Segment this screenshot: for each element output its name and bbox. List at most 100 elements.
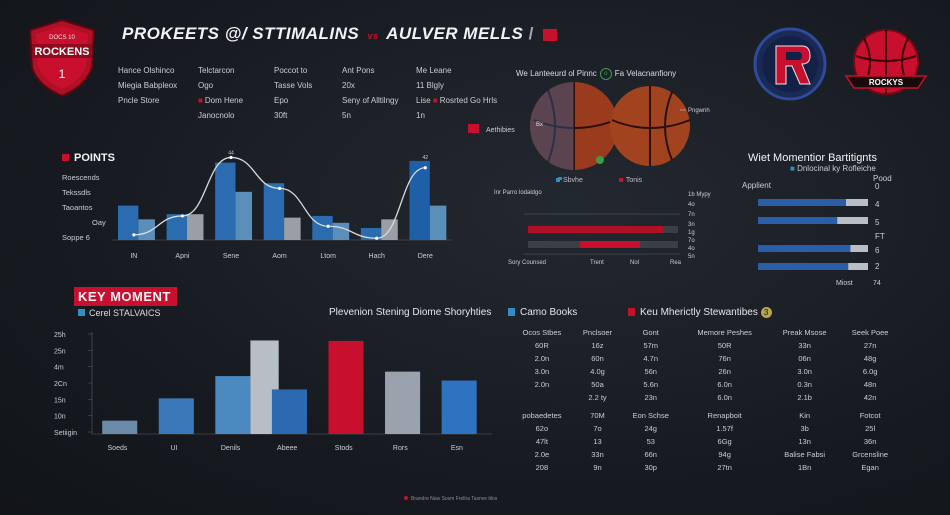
bar <box>385 371 421 434</box>
momentum-bar <box>758 199 846 206</box>
x-label: Sory Counsed <box>508 260 546 266</box>
table-cell: 33n <box>591 450 604 459</box>
table-cell: 6.0n <box>717 393 732 402</box>
trend-point <box>229 155 233 160</box>
points-row-labels: Roescends Tekssdls Taoantos Oay Soppe 6 <box>62 173 106 242</box>
x-tick-label: Denils <box>221 445 241 452</box>
x-label: Trent <box>590 260 604 266</box>
table-cell: 7o <box>593 424 602 433</box>
table-row: 60R 16z 57m 50R 33n 27n <box>510 339 900 352</box>
rockys-ball-logo: ROCKYS <box>844 29 928 95</box>
table-row: 62o 7o 24g 1.57f 3b 25l <box>510 422 900 435</box>
right-label: 4o <box>688 246 695 252</box>
table-row: 2.0n 50a 5.6n 6.0n 0.3n 48n <box>510 378 900 391</box>
ball-left-label: Aethibies <box>486 127 515 134</box>
momentum-value: 0 <box>875 183 880 191</box>
bar-main <box>118 205 139 240</box>
table-cell: 48g <box>863 354 877 363</box>
table-cell <box>510 391 574 404</box>
right-label: 5n <box>688 254 695 260</box>
momentum-bar <box>758 245 851 252</box>
y-tick-label: 25n <box>54 348 66 355</box>
points-chart: IN Apni Sene Aom Ltom Hach Dere 44 42 <box>112 150 452 260</box>
bar-secondary <box>332 222 350 240</box>
table-row: pobaedetes 70M Eon Schse Renapboit Kin Fotcot <box>510 404 900 422</box>
table-cell: 60R <box>535 341 549 350</box>
table-cell: 6Gg <box>717 437 732 446</box>
key-moment-subtitle: Cerel STALVAICS <box>78 308 161 318</box>
x-tick-label: UI <box>171 445 178 452</box>
table-row: 3.0n 4.0g 56n 26n 3.0n 6.0g <box>510 365 900 378</box>
x-tick-label: Sene <box>223 253 239 260</box>
table-row: 47lt 13 53 6Gg 13n 36n <box>510 435 900 448</box>
y-tick-label: 4m <box>54 365 64 372</box>
x-label: Rea <box>670 260 682 266</box>
y-tick-label: 10n <box>54 414 66 421</box>
logo-text: ROCKENS <box>34 46 89 58</box>
bar-highlight <box>328 340 364 434</box>
title-vs: vs <box>367 31 379 41</box>
page-title: PROKEETS @/ STTIMALINS vs AULVER MELLS / <box>122 24 558 44</box>
momentum-footer: Miost <box>836 280 853 287</box>
right-label: 7o <box>688 238 695 244</box>
momentum-bar-rest <box>846 199 868 206</box>
momentum-value: FT <box>875 232 885 241</box>
section-title-2: Camo Books <box>508 307 577 318</box>
red-square-icon <box>628 308 635 317</box>
table-cell: 62o <box>535 424 549 433</box>
table-cell: 4.0g <box>590 367 605 376</box>
square-icon: ■ <box>198 96 203 105</box>
momentum-bar <box>758 217 838 224</box>
table-row: Ocos Stbes Pnclsoer Gont Memore Peshes Preak… <box>510 326 900 339</box>
key-moment-chart: Setiigin 10n 15n 2Cn 4m 25n 25h Soeds UI Denils Ab… <box>54 332 492 452</box>
momentum-value: 2 <box>875 262 880 271</box>
momentum-value: 6 <box>875 246 880 255</box>
table-cell: 53 <box>646 437 655 446</box>
bar-secondary <box>284 217 301 240</box>
table-cell: 2.2 ty <box>588 393 607 402</box>
red-flag-icon <box>543 28 558 41</box>
table-cell: 25l <box>865 424 876 433</box>
info-cell: Tasse Vols <box>274 81 313 90</box>
right-label: 3n <box>688 222 695 228</box>
info-cell: Telctarcon <box>198 66 235 75</box>
table-cell: 3b <box>800 424 809 433</box>
bar-value <box>528 226 663 233</box>
bar-main <box>215 162 236 240</box>
y-tick-label: Setiigin <box>54 430 77 437</box>
y-tick-label: 15n <box>54 397 66 404</box>
bar <box>102 420 138 434</box>
info-cell: ■ Dom Hene <box>198 96 244 105</box>
x-tick-label: Ltom <box>320 253 336 260</box>
table-cell: 36n <box>863 437 877 446</box>
table-cell: Balise Fabsi <box>784 450 826 459</box>
legend-swatch <box>556 178 560 182</box>
x-tick-label: Rors <box>393 445 408 452</box>
table-row: 2.0e 33n 66n 94g Balise Fabsi Grcensline <box>510 448 900 461</box>
table-cell: 4.7n <box>643 354 659 363</box>
bar-secondary <box>429 205 447 240</box>
bar-main <box>312 215 333 240</box>
bar <box>441 380 477 434</box>
x-tick-label: Esn <box>451 445 463 452</box>
table-cell: 13 <box>593 437 602 446</box>
table-cell: 50a <box>591 380 604 389</box>
momentum-bar-chart: 0 4 5 FT 6 2 Miost 74 <box>758 183 885 287</box>
trend-point <box>326 224 330 228</box>
info-cell: Epo <box>274 96 289 105</box>
momentum-footer-value: 74 <box>873 280 881 287</box>
red-square-icon <box>62 154 69 161</box>
ball-inner-label: Bx <box>536 122 543 128</box>
x-tick-label: IN <box>130 253 137 260</box>
bar <box>271 389 307 434</box>
table-cell: 6.0g <box>862 367 878 376</box>
section-title-3: Keu Mherictly Stewantibes 3 <box>628 307 772 318</box>
info-cell <box>118 111 198 120</box>
table-cell: 48n <box>863 380 877 389</box>
x-tick-label: Soeds <box>108 445 128 452</box>
info-cell: Poccot to <box>274 66 308 75</box>
table-cell: Preak Msose <box>782 328 827 337</box>
bar-main <box>166 214 187 240</box>
bar <box>158 398 194 434</box>
table-cell: 50R <box>717 341 732 350</box>
